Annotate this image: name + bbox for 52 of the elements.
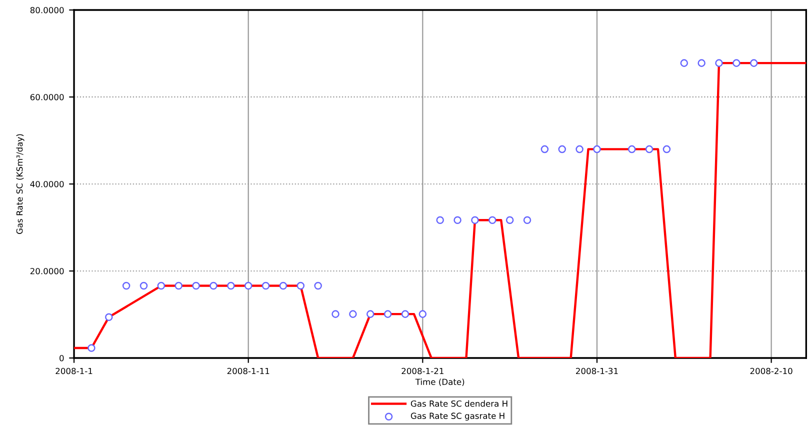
point — [540, 145, 549, 154]
point — [140, 282, 148, 290]
y-tick-label: 20.0000 — [30, 268, 64, 274]
point — [418, 310, 427, 318]
point — [558, 145, 566, 154]
point — [279, 282, 288, 290]
point — [105, 313, 113, 321]
point — [174, 282, 182, 290]
x-tick-label: 2008-1-21 — [402, 368, 444, 374]
point — [593, 145, 601, 154]
point — [332, 310, 340, 318]
point — [192, 282, 200, 290]
x-tick-label: 2008-1-11 — [227, 368, 270, 374]
point — [471, 216, 479, 224]
point — [210, 282, 218, 290]
point — [401, 310, 410, 318]
point — [523, 216, 532, 224]
point — [436, 216, 444, 224]
point — [262, 282, 270, 290]
x-tick-label: 2008-1-31 — [576, 368, 618, 374]
y-tick-label: 60.0000 — [30, 94, 64, 100]
point — [157, 282, 166, 290]
point — [750, 59, 758, 67]
point — [349, 310, 357, 318]
point — [628, 145, 636, 154]
point — [296, 282, 305, 290]
point — [88, 344, 96, 352]
x-tick-label: 2008-1-1 — [56, 368, 92, 374]
point — [680, 59, 688, 67]
point — [454, 216, 462, 224]
legend-label: Gas Rate SC gasrate H — [410, 412, 504, 421]
point — [314, 282, 322, 290]
point — [244, 282, 252, 290]
point — [645, 145, 654, 154]
point — [506, 216, 514, 224]
y-tick-label: 0 — [60, 354, 64, 362]
point — [384, 310, 392, 318]
y-tick-label: 40.0000 — [30, 180, 64, 188]
point — [122, 282, 130, 290]
point — [488, 216, 496, 224]
point — [227, 282, 235, 290]
point — [662, 145, 671, 154]
x-tick-label: 2008-2-10 — [750, 368, 792, 374]
point — [698, 59, 706, 67]
y-axis-title: Gas Rate SC (KSm³/day) — [16, 134, 24, 234]
point — [715, 59, 723, 67]
x-axis-title: Time (Date) — [415, 378, 464, 386]
point — [366, 310, 374, 318]
legend-label: Gas Rate SC dendera H — [410, 400, 508, 407]
point — [732, 59, 740, 67]
point — [576, 145, 584, 154]
y-tick-label: 80.0000 — [30, 6, 64, 14]
